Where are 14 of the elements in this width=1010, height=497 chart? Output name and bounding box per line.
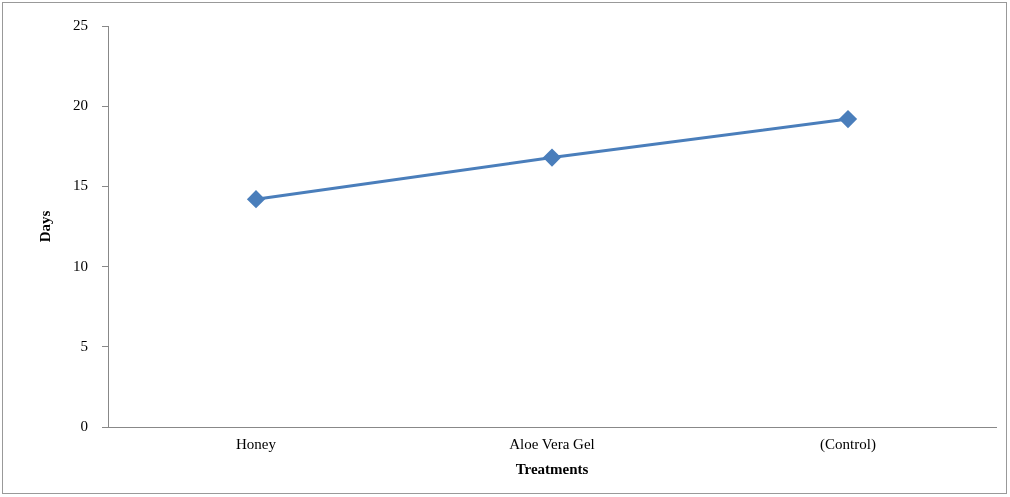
- x-tick-label: Honey: [236, 435, 277, 452]
- x-tick-label: Aloe Vera Gel: [509, 435, 595, 452]
- y-tick-label: 15: [73, 177, 88, 194]
- y-tick-label: 10: [73, 257, 88, 274]
- x-axis-title: Treatments: [515, 460, 589, 477]
- x-tick-label: (Control): [820, 435, 876, 453]
- point: [839, 110, 857, 128]
- y-tick-label: 0: [80, 417, 88, 434]
- point: [543, 149, 561, 167]
- y-tick-label: 20: [73, 97, 88, 114]
- point: [247, 190, 265, 208]
- y-tick-label: 25: [73, 16, 88, 33]
- y-axis-title: Days: [36, 210, 53, 243]
- y-tick-label: 5: [80, 337, 88, 354]
